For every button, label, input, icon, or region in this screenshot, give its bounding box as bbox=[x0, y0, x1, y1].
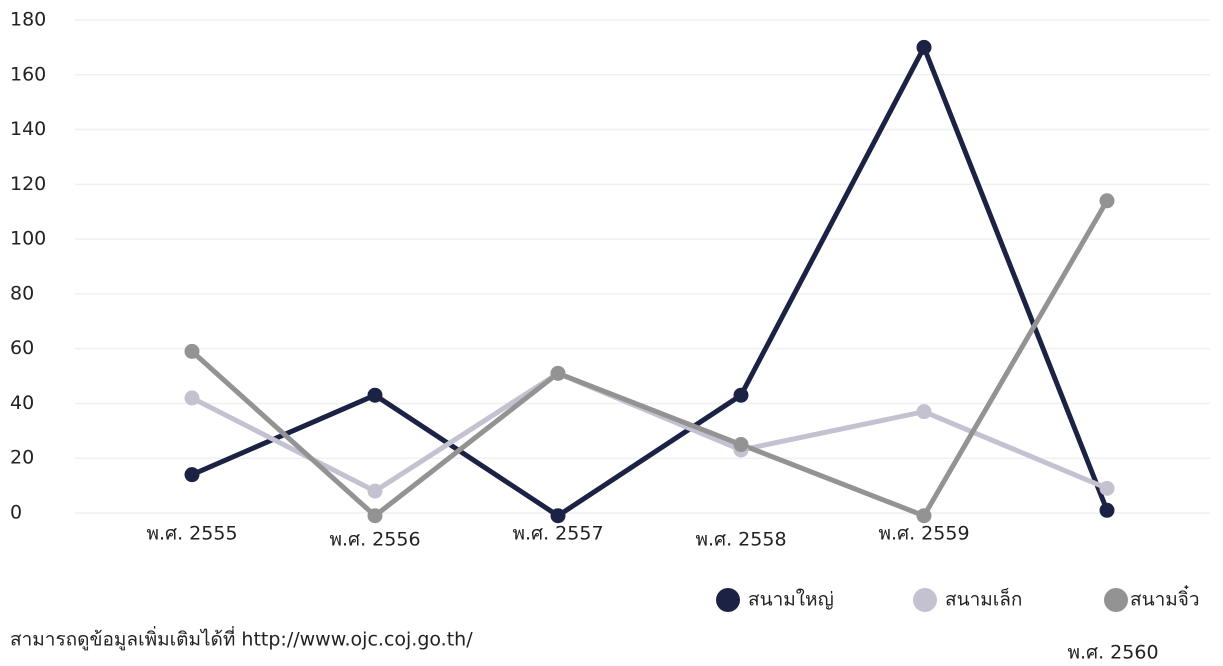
data-point bbox=[916, 39, 932, 55]
y-tick-label: 180 bbox=[10, 9, 46, 31]
x-tick-label: พ.ศ. 2557 bbox=[512, 523, 603, 545]
data-point bbox=[184, 467, 200, 483]
data-point bbox=[1099, 502, 1115, 518]
x-tick-label: พ.ศ. 2558 bbox=[695, 529, 786, 551]
data-point bbox=[916, 404, 932, 420]
legend-label: สนามจิ๋ว bbox=[1130, 585, 1200, 611]
data-point bbox=[1099, 193, 1115, 209]
y-tick-label: 120 bbox=[10, 173, 46, 195]
series-line bbox=[190, 199, 1110, 519]
series-line bbox=[191, 44, 1110, 519]
y-tick-label: 80 bbox=[10, 282, 34, 304]
x-tick-label: พ.ศ. 2556 bbox=[329, 529, 420, 551]
series-line bbox=[190, 370, 1108, 494]
y-tick-label: 60 bbox=[10, 337, 34, 359]
data-point bbox=[550, 508, 566, 524]
legend-swatch bbox=[716, 588, 740, 612]
legend-swatch bbox=[913, 588, 937, 612]
y-tick-label: 40 bbox=[10, 392, 34, 414]
legend-swatch bbox=[1104, 588, 1128, 612]
data-point bbox=[916, 508, 932, 524]
data-point bbox=[733, 437, 749, 453]
x-tick-label: พ.ศ. 2555 bbox=[146, 523, 237, 545]
data-point bbox=[367, 483, 383, 499]
y-tick-label: 20 bbox=[10, 447, 34, 469]
footnote: สามารถดูข้อมูลเพิ่มเติมได้ที่ http://www… bbox=[10, 626, 473, 651]
legend-label: สนามเล็ก bbox=[945, 587, 1022, 611]
data-point bbox=[184, 390, 200, 406]
data-point bbox=[733, 387, 749, 403]
y-tick-label: 160 bbox=[10, 63, 46, 85]
data-point bbox=[550, 365, 566, 381]
data-point bbox=[367, 508, 383, 524]
y-tick-label: 140 bbox=[10, 118, 46, 140]
data-point bbox=[1099, 480, 1115, 496]
data-point bbox=[367, 387, 383, 403]
y-tick-label: 100 bbox=[10, 228, 46, 250]
x-tick-label: พ.ศ. 2560 bbox=[1067, 642, 1158, 664]
x-tick-label: พ.ศ. 2559 bbox=[878, 523, 969, 545]
y-tick-label: 0 bbox=[10, 502, 22, 524]
legend-label: สนามใหญ่ bbox=[748, 589, 834, 611]
data-point bbox=[184, 343, 200, 359]
